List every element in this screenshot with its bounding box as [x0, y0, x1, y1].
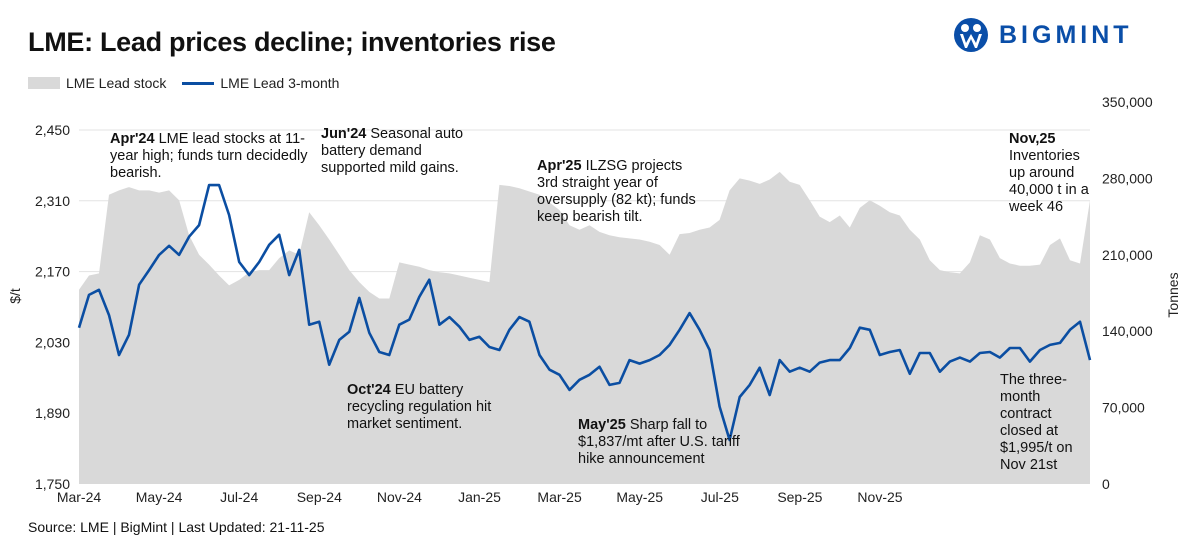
- legend: LME Lead stock LME Lead 3-month: [28, 75, 339, 91]
- y2-tick-label: 280,000: [1102, 170, 1153, 186]
- y-tick-label: 2,030: [35, 334, 70, 350]
- x-tick-label: Jul-24: [220, 489, 258, 505]
- annotation-may25: May'25 Sharp fall to $1,837/mt after U.S…: [578, 417, 740, 467]
- y2-tick-label: 210,000: [1102, 247, 1153, 263]
- y-tick-label: 2,450: [35, 122, 70, 138]
- legend-swatch-stock: [28, 77, 60, 89]
- x-tick-label: Jul-25: [701, 489, 739, 505]
- annotation-apr25: Apr'25 ILZSG projects 3rd straight year …: [537, 158, 696, 225]
- x-tick-label: Jan-25: [458, 489, 501, 505]
- stock-area: [79, 171, 1090, 484]
- y2-tick-label: 70,000: [1102, 400, 1145, 416]
- y-tick-label: 2,310: [35, 193, 70, 209]
- x-tick-label: Nov-24: [377, 489, 422, 505]
- y-tick-label: 1,890: [35, 405, 70, 421]
- source-note: Source: LME | BigMint | Last Updated: 21…: [28, 519, 325, 535]
- x-tick-label: May-24: [136, 489, 183, 505]
- annotation-apr24: Apr'24 LME lead stocks at 11-year high; …: [110, 131, 308, 181]
- chart-title: LME: Lead prices decline; inventories ri…: [28, 27, 556, 57]
- y2-tick-label: 0: [1102, 476, 1110, 492]
- y-axis-label: $/t: [7, 288, 23, 304]
- x-tick-label: Nov-25: [857, 489, 902, 505]
- bigmint-logo: BIGMINT: [953, 17, 1133, 53]
- x-tick-label: Sep-24: [297, 489, 342, 505]
- legend-label-stock: LME Lead stock: [66, 75, 167, 91]
- logo-text: BIGMINT: [999, 20, 1133, 49]
- y2-tick-label: 350,000: [1102, 94, 1153, 110]
- annotation-oct24: Oct'24 EU battery recycling regulation h…: [347, 382, 492, 432]
- annotation-close: The three-month contract closed at $1,99…: [1000, 372, 1073, 473]
- x-tick-label: Sep-25: [777, 489, 822, 505]
- y-tick-label: 1,750: [35, 476, 70, 492]
- legend-swatch-price: [182, 81, 215, 85]
- y2-tick-label: 140,000: [1102, 323, 1153, 339]
- x-tick-label: Mar-24: [57, 489, 102, 505]
- x-tick-label: May-25: [616, 489, 663, 505]
- y2-axis-label: Tonnes: [1165, 272, 1181, 317]
- price-line: [77, 183, 1092, 442]
- x-tick-label: Mar-25: [537, 489, 582, 505]
- annotation-jun24: Jun'24 Seasonal auto battery demand supp…: [321, 126, 464, 176]
- legend-label-price: LME Lead 3-month: [220, 75, 340, 91]
- y-tick-label: 2,170: [35, 264, 70, 280]
- annotation-nov25: Nov,25 Inventories up around 40,000 t in…: [1009, 131, 1089, 215]
- bigmint-logo-icon: [954, 18, 988, 52]
